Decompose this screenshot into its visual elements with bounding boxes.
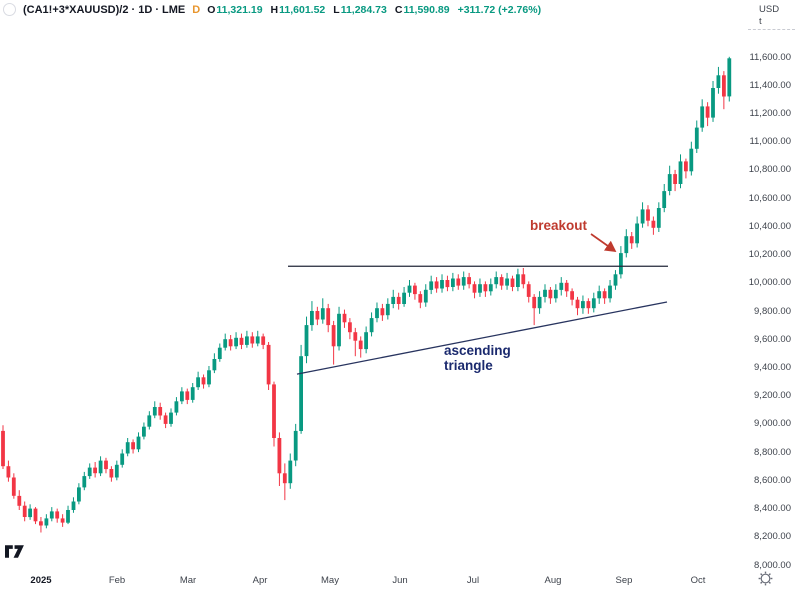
time-tick-label: Feb xyxy=(108,575,126,586)
ascending-support-line[interactable] xyxy=(296,301,668,375)
price-tick-label: 11,600.00 xyxy=(749,51,791,63)
time-tick-label: Oct xyxy=(690,575,706,586)
time-tick-label: Jul xyxy=(466,575,480,586)
tradingview-logo[interactable] xyxy=(5,545,25,560)
settings-gear-icon[interactable] xyxy=(757,570,774,587)
breakout-arrow[interactable] xyxy=(590,233,617,252)
high-value: H 11,601.52 xyxy=(270,3,326,16)
time-tick-label: Sep xyxy=(615,575,633,586)
unit-label: t xyxy=(759,16,762,27)
timeframe-badge[interactable]: D xyxy=(192,3,201,16)
time-tick-label: Apr xyxy=(252,575,268,586)
price-tick-label: 9,800.00 xyxy=(754,305,791,317)
time-tick-label: May xyxy=(321,575,339,586)
price-tick-label: 10,400.00 xyxy=(748,220,791,232)
price-tick-label: 9,000.00 xyxy=(754,418,791,430)
price-tick-label: 10,000.00 xyxy=(748,277,791,289)
ascending-triangle-annotation[interactable]: ascending triangle xyxy=(444,343,511,373)
ohlc-readout: O 11,321.19 H 11,601.52 L 11,284.73 C 11,590… xyxy=(207,4,541,16)
symbol-title[interactable]: (CA1!+3*XAUUSD)/2 · 1D · LME xyxy=(23,3,186,16)
price-tick-label: 9,200.00 xyxy=(754,390,791,402)
price-tick-label: 9,600.00 xyxy=(754,333,791,345)
time-tick-label: 2025 xyxy=(30,575,52,586)
price-tick-label: 8,400.00 xyxy=(754,503,791,515)
price-tick-label: 11,200.00 xyxy=(749,107,791,119)
change-value: +311.72 (+2.76%) xyxy=(457,3,542,16)
chart-legend: (CA1!+3*XAUUSD)/2 · 1D · LME D O 11,321.1… xyxy=(3,3,541,16)
low-value: L 11,284.73 xyxy=(333,3,387,16)
price-tick-label: 8,200.00 xyxy=(754,531,791,543)
time-tick-label: Aug xyxy=(544,575,562,586)
time-axis[interactable]: 2025 Feb Mar Apr May Jun Jul Aug Sep Oct xyxy=(0,569,744,591)
price-tick-label: 10,800.00 xyxy=(748,164,791,176)
time-tick-label: Jun xyxy=(392,575,408,586)
open-value: O 11,321.19 xyxy=(207,3,263,16)
breakout-annotation[interactable]: breakout xyxy=(530,218,588,233)
dotted-divider xyxy=(748,29,795,30)
price-tick-label: 11,400.00 xyxy=(749,79,791,91)
ascending-triangle-line2: triangle xyxy=(444,357,493,373)
close-value: C 11,590.89 xyxy=(394,3,450,16)
price-tick-label: 11,000.00 xyxy=(749,136,791,148)
price-tick-label: 9,400.00 xyxy=(754,361,791,373)
price-tick-label: 8,800.00 xyxy=(754,446,791,458)
price-axis[interactable]: USD t 11,600.00 11,400.00 11,200.00 11,000.… xyxy=(742,0,800,591)
ascending-triangle-line1: ascending xyxy=(444,343,511,358)
price-tick-label: 10,200.00 xyxy=(748,249,791,261)
time-tick-label: Mar xyxy=(179,575,197,586)
candlestick-series[interactable] xyxy=(1,56,732,533)
symbol-circle-icon[interactable] xyxy=(3,3,16,16)
currency-label: USD xyxy=(759,4,780,15)
price-tick-label: 10,600.00 xyxy=(748,192,791,204)
price-tick-label: 8,600.00 xyxy=(754,474,791,486)
price-tick-label: 8,000.00 xyxy=(754,559,791,571)
